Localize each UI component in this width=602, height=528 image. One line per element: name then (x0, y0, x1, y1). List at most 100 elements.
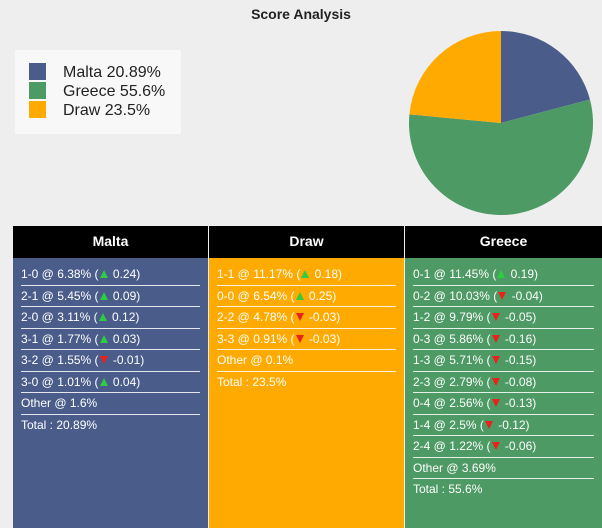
score-text: 3-3 @ 0.91% ( (217, 331, 295, 346)
score-change: 0.12) (108, 310, 140, 324)
score-total: Total : 55.6% (413, 482, 483, 496)
score-row: 1-0 @ 6.38% ( 0.24) (21, 264, 200, 286)
panel-body: 1-1 @ 11.17% ( 0.18) 0-0 @ 6.54% ( 0.25) 2… (209, 258, 404, 528)
score-text: 2-2 @ 4.78% ( (217, 310, 295, 324)
score-text: 0-0 @ 6.54% ( (217, 288, 295, 303)
panel-header: Draw (209, 226, 404, 258)
score-row: 1-4 @ 2.5% ( -0.12) (413, 415, 594, 436)
score-change: 0.18) (311, 267, 343, 281)
score-row: 0-0 @ 6.54% ( 0.25) (217, 286, 396, 307)
score-text: 0-2 @ 10.03% ( (413, 288, 498, 303)
score-text: 2-4 @ 1.22% ( (413, 439, 491, 453)
panel-draw: Draw 1-1 @ 11.17% ( 0.18) 0-0 @ 6.54% ( 0.… (209, 226, 404, 528)
score-text: 1-3 @ 5.71% ( (413, 353, 491, 367)
score-row: 2-2 @ 4.78% ( -0.03) (217, 307, 396, 329)
arrow-down-icon (491, 442, 500, 450)
score-change: -0.15) (501, 353, 537, 367)
score-row: 1-2 @ 9.79% ( -0.05) (413, 307, 594, 329)
arrow-down-icon (295, 313, 304, 321)
score-text: 2-3 @ 2.79% ( (413, 374, 491, 389)
legend-label-draw: Draw 23.5% (63, 102, 151, 119)
legend-swatch-draw (29, 101, 46, 118)
legend-label-greece: Greece 55.6% (63, 83, 166, 100)
score-change: 0.24) (109, 267, 141, 281)
arrow-up-icon (98, 313, 107, 321)
score-change: -0.13) (501, 396, 537, 410)
arrow-up-icon (301, 270, 310, 278)
arrow-down-icon (491, 356, 500, 364)
arrow-up-icon (295, 291, 304, 300)
score-row: 0-1 @ 11.45% ( 0.19) (413, 264, 594, 286)
score-text: 0-3 @ 5.86% ( (413, 331, 491, 346)
score-text: 3-0 @ 1.01% ( (21, 374, 99, 389)
arrow-up-icon (99, 377, 108, 386)
pie-slice-draw (409, 31, 501, 123)
score-row: 2-4 @ 1.22% ( -0.06) (413, 436, 594, 458)
score-change: 0.09) (109, 288, 141, 303)
score-change: -0.05) (501, 310, 537, 324)
legend-item-greece: Greece 55.6% (29, 82, 165, 102)
score-row: 0-2 @ 10.03% ( -0.04) (413, 286, 594, 307)
score-text: 1-0 @ 6.38% ( (21, 267, 99, 281)
score-row: Other @ 3.69% (413, 458, 594, 479)
score-change: -0.16) (501, 331, 537, 346)
score-change: -0.03) (305, 331, 341, 346)
score-change: -0.08) (501, 374, 537, 389)
score-row: 3-2 @ 1.55% ( -0.01) (21, 350, 200, 372)
score-text: 1-2 @ 9.79% ( (413, 310, 491, 324)
score-row: Other @ 1.6% (21, 393, 200, 415)
score-row: 3-3 @ 0.91% ( -0.03) (217, 329, 396, 350)
panel-header: Malta (13, 226, 208, 258)
score-text: 2-1 @ 5.45% ( (21, 288, 99, 303)
score-text: Other @ 0.1% (217, 353, 294, 367)
score-total: Total : 20.89% (21, 417, 98, 432)
score-change: -0.06) (501, 439, 537, 453)
arrow-down-icon (295, 334, 304, 343)
legend-swatch-malta (29, 63, 46, 80)
arrow-up-icon (497, 270, 506, 278)
arrow-down-icon (491, 399, 500, 407)
legend-label-malta: Malta 20.89% (63, 64, 161, 81)
score-text: 3-1 @ 1.77% ( (21, 331, 99, 346)
arrow-down-icon (491, 313, 500, 321)
pie-slice-greece (409, 99, 593, 215)
legend-item-malta: Malta 20.89% (29, 63, 161, 83)
panel-body: 1-0 @ 6.38% ( 0.24) 2-1 @ 5.45% ( 0.09) 2-… (13, 258, 208, 528)
arrow-down-icon (491, 377, 500, 386)
pie-slice-malta (501, 31, 590, 123)
score-text: 0-4 @ 2.56% ( (413, 396, 491, 410)
panel-body: 0-1 @ 11.45% ( 0.19) 0-2 @ 10.03% ( -0.04… (405, 258, 602, 528)
score-change: 0.04) (109, 374, 141, 389)
score-text: 3-2 @ 1.55% ( (21, 353, 99, 367)
score-text: 0-1 @ 11.45% ( (413, 267, 497, 281)
score-change: 0.25) (305, 288, 337, 303)
score-row: Other @ 0.1% (217, 350, 396, 372)
pie-chart (409, 31, 593, 215)
arrow-up-icon (99, 270, 108, 278)
score-text: Other @ 3.69% (413, 460, 496, 475)
score-change: -0.12) (494, 417, 530, 432)
score-text: 1-1 @ 11.17% ( (217, 267, 301, 281)
score-change: 0.19) (507, 267, 539, 281)
score-total: Total : 23.5% (217, 374, 287, 389)
score-row: 3-0 @ 1.01% ( 0.04) (21, 372, 200, 393)
score-row: 2-3 @ 2.79% ( -0.08) (413, 372, 594, 393)
arrow-up-icon (99, 334, 108, 343)
score-row: 2-1 @ 5.45% ( 0.09) (21, 286, 200, 307)
legend-item-draw: Draw 23.5% (29, 101, 150, 121)
score-row: 3-1 @ 1.77% ( 0.03) (21, 329, 200, 350)
score-change: -0.01) (109, 353, 145, 367)
score-row: 2-0 @ 3.11% ( 0.12) (21, 307, 200, 329)
arrow-down-icon (99, 356, 108, 364)
score-text: 2-0 @ 3.11% ( (21, 310, 98, 324)
arrow-down-icon (498, 291, 507, 300)
panel-malta: Malta 1-0 @ 6.38% ( 0.24) 2-1 @ 5.45% ( 0.… (13, 226, 208, 528)
score-row: 0-4 @ 2.56% ( -0.13) (413, 393, 594, 415)
score-change: -0.03) (305, 310, 341, 324)
panel-header: Greece (405, 226, 602, 258)
score-change: 0.03) (109, 331, 141, 346)
score-row: 1-1 @ 11.17% ( 0.18) (217, 264, 396, 286)
score-text: Other @ 1.6% (21, 396, 98, 410)
legend-swatch-greece (29, 82, 46, 99)
score-row: 1-3 @ 5.71% ( -0.15) (413, 350, 594, 372)
